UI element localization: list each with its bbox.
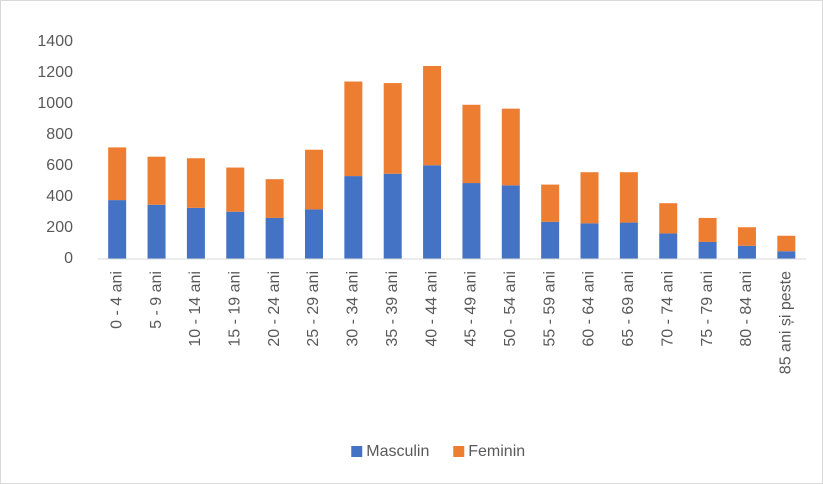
bar-segment (186, 207, 205, 259)
y-tick-label: 1400 (37, 33, 73, 50)
bar-segment (423, 66, 442, 166)
x-tick-label: 80 - 84 ani (738, 271, 755, 347)
x-tick-label: 0 - 4 ani (108, 271, 125, 329)
y-tick-label: 1200 (37, 64, 73, 81)
bar-segment (541, 184, 560, 222)
x-tick-label: 50 - 54 ani (502, 271, 519, 347)
x-tick-label: 25 - 29 ani (305, 271, 322, 347)
x-tick-label: 20 - 24 ani (266, 271, 283, 347)
x-tick-label: 5 - 9 ani (148, 271, 165, 329)
legend-label: Masculin (366, 443, 429, 460)
y-tick-label: 1000 (37, 95, 73, 112)
bar-segment (580, 172, 599, 224)
x-tick-label: 45 - 49 ani (463, 271, 480, 347)
bar-segment (737, 245, 756, 259)
bar-segment (580, 223, 599, 259)
bar-segment (698, 241, 717, 259)
x-tick-label: 10 - 14 ani (187, 271, 204, 347)
bar-segment (265, 179, 284, 218)
bar-segment (462, 104, 481, 184)
x-tick-label: 35 - 39 ani (384, 271, 401, 347)
x-tick-label: 85 ani și peste (778, 271, 795, 374)
bar-segment (147, 204, 166, 259)
y-tick-label: 600 (46, 157, 73, 174)
bar-segment (383, 173, 402, 259)
y-tick-label: 400 (46, 188, 73, 205)
bar-segment (265, 217, 284, 259)
bar-segment (501, 108, 520, 186)
bar-segment (108, 200, 127, 259)
x-tick-label: 30 - 34 ani (345, 271, 362, 347)
bar-segment (659, 203, 678, 234)
bar-segment (659, 233, 678, 259)
x-tick-label: 60 - 64 ani (581, 271, 598, 347)
legend-swatch (351, 446, 363, 457)
bar-segment (619, 172, 638, 223)
bar-segment (226, 167, 245, 212)
legend-label: Feminin (468, 443, 525, 460)
y-tick-label: 800 (46, 126, 73, 143)
x-tick-label: 70 - 74 ani (659, 271, 676, 347)
x-tick-label: 55 - 59 ani (541, 271, 558, 347)
bar-segment (147, 156, 166, 205)
x-tick-label: 75 - 79 ani (699, 271, 716, 347)
legend-swatch (453, 446, 465, 457)
bar-segment (383, 83, 402, 174)
bar-segment (186, 158, 205, 208)
x-tick-label: 40 - 44 ani (423, 271, 440, 347)
bar-segment (344, 81, 363, 177)
bar-segment (698, 217, 717, 242)
bar-segment (423, 165, 442, 259)
x-tick-label: 65 - 69 ani (620, 271, 637, 347)
bar-segment (501, 185, 520, 259)
bar-segment (619, 222, 638, 259)
bar-segment (108, 147, 127, 201)
y-tick-label: 0 (64, 250, 73, 267)
bar-segment (226, 211, 245, 259)
bar-segment (737, 227, 756, 246)
bar-segment (304, 149, 323, 210)
bar-segment (344, 176, 363, 259)
bar-segment (541, 221, 560, 259)
bar-segment (304, 209, 323, 259)
bar-segment (777, 251, 796, 259)
bar-segment (777, 235, 796, 252)
y-tick-label: 200 (46, 219, 73, 236)
x-tick-label: 15 - 19 ani (226, 271, 243, 347)
bar-segment (462, 183, 481, 259)
